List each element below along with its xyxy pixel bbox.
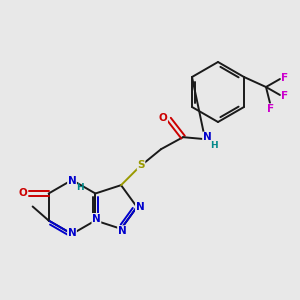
Text: N: N [68,176,76,186]
Text: N: N [136,202,144,212]
Text: O: O [159,113,167,123]
Text: H: H [76,184,84,193]
Text: S: S [137,160,145,170]
Text: N: N [203,132,212,142]
Text: O: O [18,188,27,199]
Text: F: F [267,104,274,114]
Text: F: F [281,73,289,83]
Text: N: N [68,228,76,238]
Text: N: N [118,226,126,236]
Text: F: F [281,91,289,101]
Text: N: N [92,214,101,224]
Text: H: H [210,141,218,150]
